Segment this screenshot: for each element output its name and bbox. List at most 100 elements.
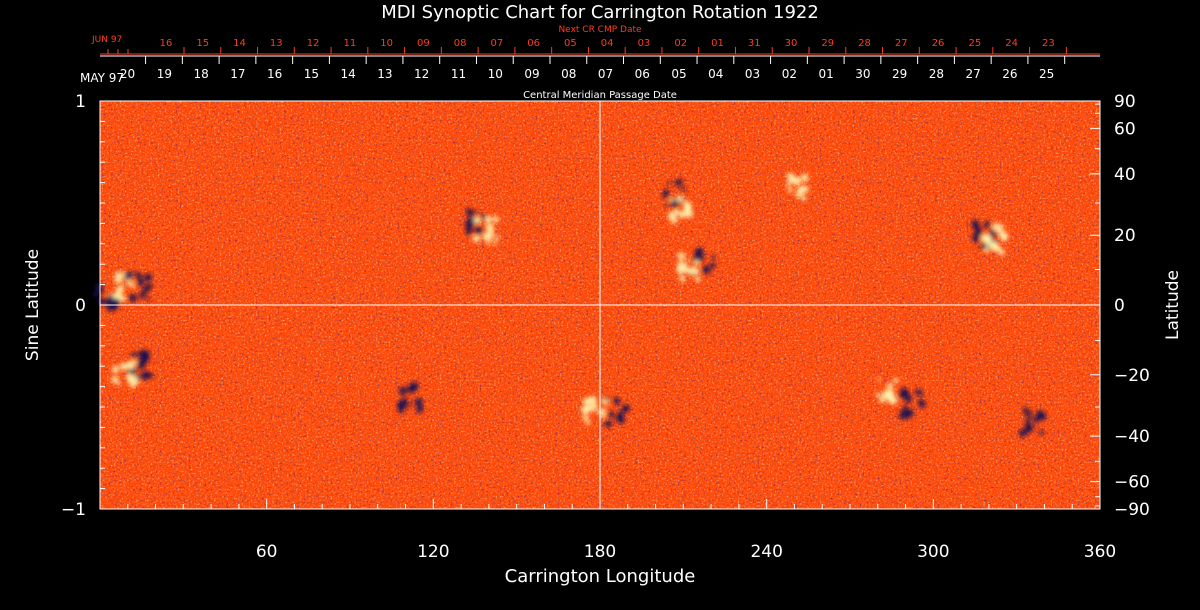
next-cmp-date-label: 23 [1042, 38, 1055, 49]
next-cmp-date-label: 28 [858, 38, 871, 49]
next-cmp-date-label: 11 [343, 38, 356, 49]
flux-blob [605, 397, 609, 402]
cmp-date-label: 13 [377, 67, 392, 81]
flux-blob [149, 373, 154, 378]
flux-blob [111, 365, 120, 374]
flux-blob [139, 294, 144, 299]
flux-blob [673, 204, 678, 209]
negative-flux-region [898, 387, 927, 420]
flux-blob [710, 262, 717, 269]
flux-blob [397, 399, 407, 409]
flux-blob [406, 384, 416, 394]
flux-blob [695, 277, 701, 283]
positive-flux-region [676, 252, 701, 283]
flux-blob [398, 387, 407, 396]
flux-blob [582, 414, 589, 421]
x-axis-ticks: 60 120 180 240 300 360 [127, 499, 1116, 562]
flux-blob [137, 359, 141, 363]
flux-blob [1018, 428, 1028, 438]
flux-blob [971, 219, 980, 228]
flux-blob [124, 271, 133, 280]
flux-blob [485, 230, 494, 240]
next-cmp-date-label: 30 [785, 38, 798, 49]
flux-blob [664, 190, 670, 196]
flux-blob [407, 403, 412, 408]
flux-blob [786, 172, 793, 178]
flux-blob [111, 376, 119, 384]
flux-blob [92, 291, 99, 297]
cmp-date-label: 19 [157, 67, 172, 81]
flux-blob [886, 382, 894, 390]
cmp-date-label: 05 [671, 67, 686, 81]
cmp-date-label: 06 [635, 67, 650, 81]
flux-blob [146, 273, 152, 278]
next-cmp-date-label: 05 [564, 38, 577, 49]
cmp-date-label: 15 [304, 67, 319, 81]
negative-flux-region [604, 396, 631, 428]
flux-blob [974, 228, 983, 236]
cmp-date-label: 18 [193, 67, 208, 81]
flux-blob [604, 419, 613, 428]
flux-blob [914, 388, 919, 394]
flux-blob [675, 210, 680, 215]
next-cmp-date-label: 15 [196, 38, 209, 49]
flux-blob [686, 258, 691, 262]
flux-blob [973, 237, 979, 243]
flux-blob [990, 242, 1000, 252]
flux-blob [692, 267, 700, 275]
next-cmp-date-label: 03 [638, 38, 651, 49]
flux-blob [801, 185, 809, 193]
cmp-date-label: 17 [230, 67, 245, 81]
flux-blob [886, 395, 892, 401]
x-tick-label: 240 [750, 542, 782, 562]
y-right-tick-label: 90 [1114, 92, 1136, 112]
cmp-date-label: 14 [341, 67, 356, 81]
x-tick-label: 360 [1084, 542, 1116, 562]
y-right-tick-label: −90 [1114, 500, 1150, 520]
flux-blob [667, 211, 677, 221]
cmp-date-label: 12 [414, 67, 429, 81]
next-cmp-date-label: 08 [454, 38, 467, 49]
next-cmp-date-label: 12 [307, 38, 320, 49]
flux-blob [608, 411, 615, 418]
flux-blob [706, 268, 711, 273]
flux-blob [886, 390, 894, 397]
x-axis-label: Carrington Longitude [505, 566, 696, 587]
flux-blob [418, 403, 423, 408]
positive-flux-region [667, 195, 694, 224]
cmp-date-label: 16 [267, 67, 282, 81]
flux-blob [902, 405, 909, 412]
flux-blob [1038, 430, 1044, 436]
cmp-axis-label: Central Meridian Passage Date [523, 90, 677, 101]
y-right-tick-label: −40 [1114, 427, 1150, 447]
flux-blob [114, 274, 123, 284]
next-cmp-date-label: 24 [1005, 38, 1018, 49]
flux-blob [676, 266, 685, 275]
flux-blob [1037, 413, 1045, 421]
flux-blob [488, 226, 495, 232]
flux-blob [900, 392, 906, 398]
cmp-date-label: 01 [818, 67, 833, 81]
flux-blob [682, 212, 686, 217]
cmp-date-label: 26 [1002, 67, 1017, 81]
y-left-tick-label: 1 [75, 92, 86, 112]
y-right-tick-label: −20 [1114, 366, 1150, 386]
flux-blob [917, 399, 923, 405]
flux-blob [472, 235, 480, 243]
positive-flux-region [875, 377, 899, 405]
flux-blob [142, 285, 150, 293]
flux-blob [143, 371, 151, 379]
cmp-date-label: 09 [524, 67, 539, 81]
cmp-date-label: 27 [966, 67, 981, 81]
y-right-tick-label: 0 [1114, 296, 1125, 316]
flux-blob [585, 420, 591, 426]
next-cmp-date-label: 27 [895, 38, 908, 49]
cmp-date-label: 02 [782, 67, 797, 81]
flux-blob [590, 402, 598, 410]
next-cmp-date-label: 10 [380, 38, 393, 49]
next-cmp-date-label: 02 [674, 38, 687, 49]
flux-blob [787, 187, 793, 193]
cmp-date-label: 10 [488, 67, 503, 81]
flux-blob [116, 381, 121, 386]
flux-blob [999, 231, 1008, 241]
